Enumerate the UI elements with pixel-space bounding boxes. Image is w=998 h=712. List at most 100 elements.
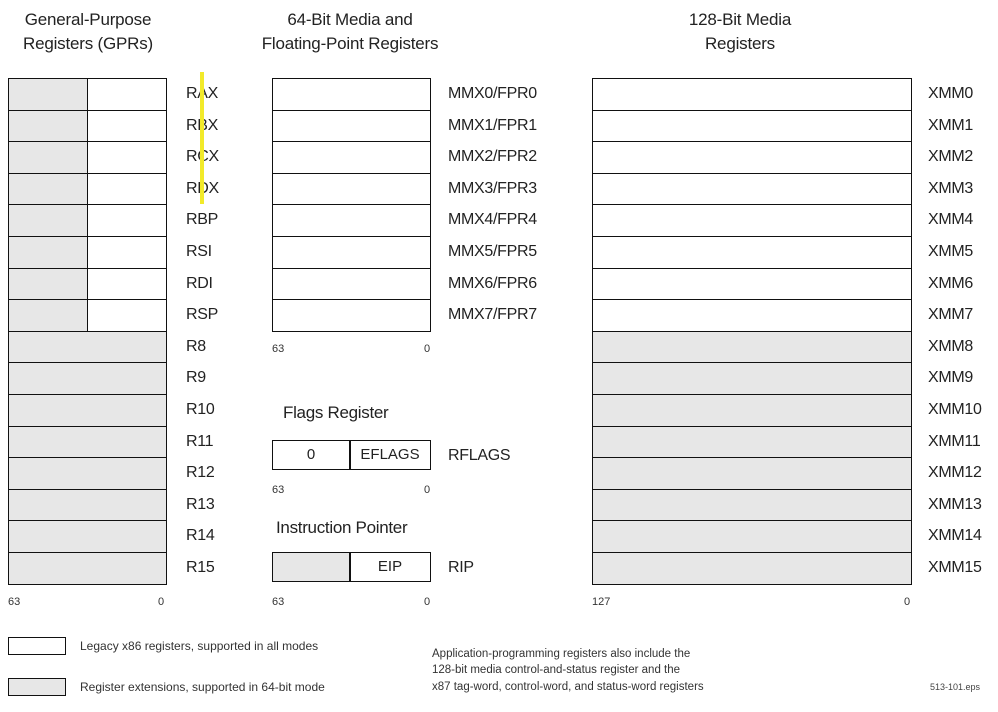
file-tag: 513-101.eps	[930, 682, 981, 692]
gpr-extension-cell	[8, 394, 167, 427]
xmm-register-cell	[592, 204, 912, 237]
xmm-register-cell	[592, 173, 912, 205]
xmm-register-cell	[592, 457, 912, 490]
xmm-label-xmm10: XMM10	[928, 401, 982, 418]
mmx-register-cell	[272, 299, 431, 332]
xmm-label-xmm13: XMM13	[928, 496, 982, 513]
gpr-label-r14: R14	[186, 527, 215, 544]
xmm-label-xmm9: XMM9	[928, 369, 974, 386]
gpr-lower-cell	[87, 173, 167, 205]
flags-tick-low: 0	[424, 484, 431, 496]
gpr-label-r13: R13	[186, 496, 215, 513]
gpr-lower-cell	[87, 78, 167, 111]
mmx-heading-line1: 64-Bit Media and	[287, 10, 413, 29]
gpr-extension-cell	[8, 426, 167, 458]
gpr-upper-cell	[8, 299, 88, 332]
xmm-label-xmm2: XMM2	[928, 148, 974, 165]
flags-register-lower: EFLAGS	[349, 440, 431, 470]
gpr-upper-cell	[8, 268, 88, 300]
gpr-label-r8: R8	[186, 338, 206, 355]
xmm-register-cell	[592, 331, 912, 363]
note-line-1: Application-programming registers also i…	[432, 648, 691, 660]
legend-legacy-swatch	[8, 637, 66, 655]
xmm-label-xmm4: XMM4	[928, 211, 974, 228]
flags-lower-label: EFLAGS	[360, 446, 420, 463]
gpr-label-r12: R12	[186, 464, 215, 481]
xmm-label-xmm12: XMM12	[928, 464, 982, 481]
mmx-heading: 64-Bit Media and Floating-Point Register…	[245, 8, 455, 56]
xmm-label-xmm0: XMM0	[928, 85, 974, 102]
instruction-pointer-title: Instruction Pointer	[276, 518, 408, 537]
mmx-register-cell	[272, 204, 431, 237]
highlight-marker	[200, 72, 204, 204]
gpr-upper-cell	[8, 173, 88, 205]
note-line-3: x87 tag-word, control-word, and status-w…	[432, 681, 704, 693]
flags-upper-value: 0	[306, 446, 316, 463]
mmx-label-2: MMX2/FPR2	[448, 148, 537, 165]
xmm-tick-high: 127	[592, 596, 611, 608]
gpr-tick-high: 63	[8, 596, 21, 608]
xmm-register-cell	[592, 362, 912, 395]
rflags-label: RFLAGS	[448, 447, 511, 464]
gpr-lower-cell	[87, 204, 167, 237]
xmm-register-cell	[592, 236, 912, 269]
xmm-register-cell	[592, 110, 912, 142]
xmm-label-xmm11: XMM11	[928, 433, 981, 450]
xmm-heading: 128-Bit Media Registers	[650, 8, 830, 56]
gpr-extension-cell	[8, 331, 167, 363]
xmm-label-xmm5: XMM5	[928, 243, 974, 260]
gpr-extension-cell	[8, 520, 167, 553]
gpr-label-r10: R10	[186, 401, 215, 418]
xmm-register-cell	[592, 489, 912, 521]
mmx-register-cell	[272, 173, 431, 205]
flags-register-title: Flags Register	[283, 403, 389, 422]
mmx-register-cell	[272, 110, 431, 142]
xmm-label-xmm7: XMM7	[928, 306, 974, 323]
gpr-heading: General-Purpose Registers (GPRs)	[8, 8, 168, 56]
xmm-label-xmm3: XMM3	[928, 180, 974, 197]
gpr-label-rsi: RSI	[186, 243, 212, 260]
mmx-label-6: MMX6/FPR6	[448, 275, 537, 292]
xmm-register-cell	[592, 78, 912, 111]
gpr-lower-cell	[87, 268, 167, 300]
mmx-label-0: MMX0/FPR0	[448, 85, 537, 102]
xmm-register-cell	[592, 268, 912, 300]
ip-register-upper	[272, 552, 350, 582]
xmm-register-cell	[592, 552, 912, 585]
gpr-lower-cell	[87, 141, 167, 174]
xmm-register-cell	[592, 520, 912, 553]
flags-register-upper: 0	[272, 440, 350, 470]
gpr-upper-cell	[8, 78, 88, 111]
mmx-register-cell	[272, 78, 431, 111]
mmx-label-1: MMX1/FPR1	[448, 117, 537, 134]
mmx-register-cell	[272, 236, 431, 269]
rip-label: RIP	[448, 559, 474, 576]
gpr-upper-cell	[8, 141, 88, 174]
legend-legacy-text: Legacy x86 registers, supported in all m…	[80, 639, 319, 653]
gpr-upper-cell	[8, 204, 88, 237]
gpr-heading-line2: Registers (GPRs)	[23, 34, 153, 53]
legend-extension-swatch	[8, 678, 66, 696]
ip-register-lower: EIP	[349, 552, 431, 582]
xmm-label-xmm6: XMM6	[928, 275, 974, 292]
gpr-lower-cell	[87, 299, 167, 332]
gpr-label-rdi: RDI	[186, 275, 213, 292]
gpr-extension-cell	[8, 552, 167, 585]
mmx-label-5: MMX5/FPR5	[448, 243, 537, 260]
mmx-tick-low: 0	[424, 343, 431, 355]
ip-lower-label: EIP	[377, 558, 403, 575]
xmm-heading-line2: Registers	[704, 34, 775, 53]
gpr-tick-low: 0	[158, 596, 165, 608]
gpr-label-r9: R9	[186, 369, 206, 386]
gpr-label-rbp: RBP	[186, 211, 218, 228]
xmm-register-cell	[592, 394, 912, 427]
legend-extension-text: Register extensions, supported in 64-bit…	[80, 680, 325, 694]
gpr-upper-cell	[8, 236, 88, 269]
xmm-register-cell	[592, 299, 912, 332]
gpr-extension-cell	[8, 457, 167, 490]
gpr-lower-cell	[87, 110, 167, 142]
gpr-extension-cell	[8, 489, 167, 521]
ip-tick-high: 63	[272, 596, 285, 608]
xmm-tick-low: 0	[904, 596, 911, 608]
mmx-tick-high: 63	[272, 343, 285, 355]
